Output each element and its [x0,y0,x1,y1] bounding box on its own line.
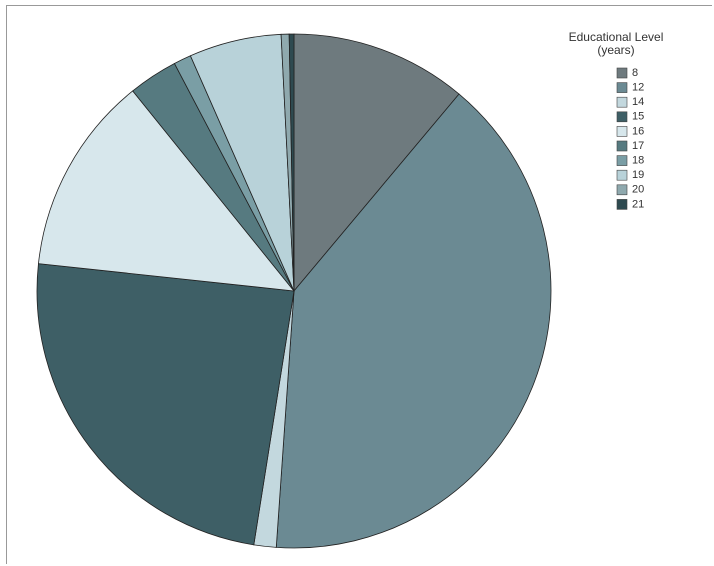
legend-label: 20 [632,184,644,196]
legend-label: 14 [632,96,644,108]
legend-label: 17 [632,140,644,152]
frame [6,5,712,564]
legend-swatch [616,82,628,93]
legend-label: 18 [632,155,644,167]
legend-swatch [616,111,628,123]
legend-label: 8 [632,67,638,79]
legend-label: 16 [632,125,644,137]
legend-label: 12 [632,82,644,94]
legend-swatch [616,96,628,108]
legend-swatch [616,67,628,79]
pie-slice [36,263,295,546]
pie-slice [38,90,295,292]
legend-title: Educational Level (years) [568,30,664,57]
legend-swatch [616,155,628,166]
legend-swatch [616,140,628,152]
pie-slice [293,33,460,293]
legend-swatch [616,199,628,210]
legend-swatch [616,126,628,137]
legend-label: 21 [632,198,644,210]
legend-label: 15 [632,111,644,123]
legend-swatch [616,184,628,196]
pie-slice [288,33,295,292]
legend-label: 19 [632,169,644,181]
pie-slice [275,93,552,549]
legend-swatch [616,169,628,181]
